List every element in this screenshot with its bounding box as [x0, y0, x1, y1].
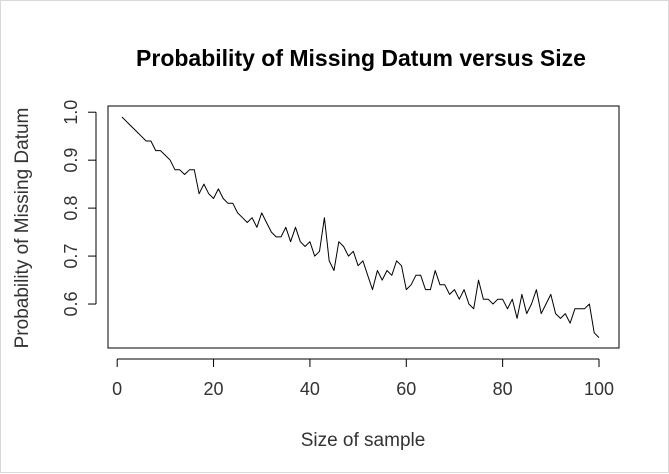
y-tick-label: 0.8	[61, 196, 81, 221]
x-tick-label: 0	[112, 379, 122, 399]
x-tick-label: 80	[493, 379, 513, 399]
x-tick-label: 20	[204, 379, 224, 399]
y-tick-label: 0.6	[61, 292, 81, 317]
x-axis-label: Size of sample	[301, 430, 426, 451]
y-tick-label: 0.9	[61, 148, 81, 173]
y-tick-label: 1.0	[61, 100, 81, 125]
chart-title: Probability of Missing Datum versus Size	[136, 45, 586, 71]
y-tick-label: 0.7	[61, 244, 81, 269]
series-layer	[121, 116, 600, 338]
x-axis: 0 20 40 60 80 100	[112, 358, 614, 399]
plot-area-border	[107, 105, 620, 349]
x-tick-label: 100	[584, 379, 614, 399]
series-line	[121, 116, 600, 338]
x-tick-label: 60	[396, 379, 416, 399]
y-axis-label: Probability of Missing Datum	[12, 108, 33, 349]
y-axis: 0.6 0.7 0.8 0.9 1.0	[61, 100, 97, 317]
x-tick-label: 40	[300, 379, 320, 399]
